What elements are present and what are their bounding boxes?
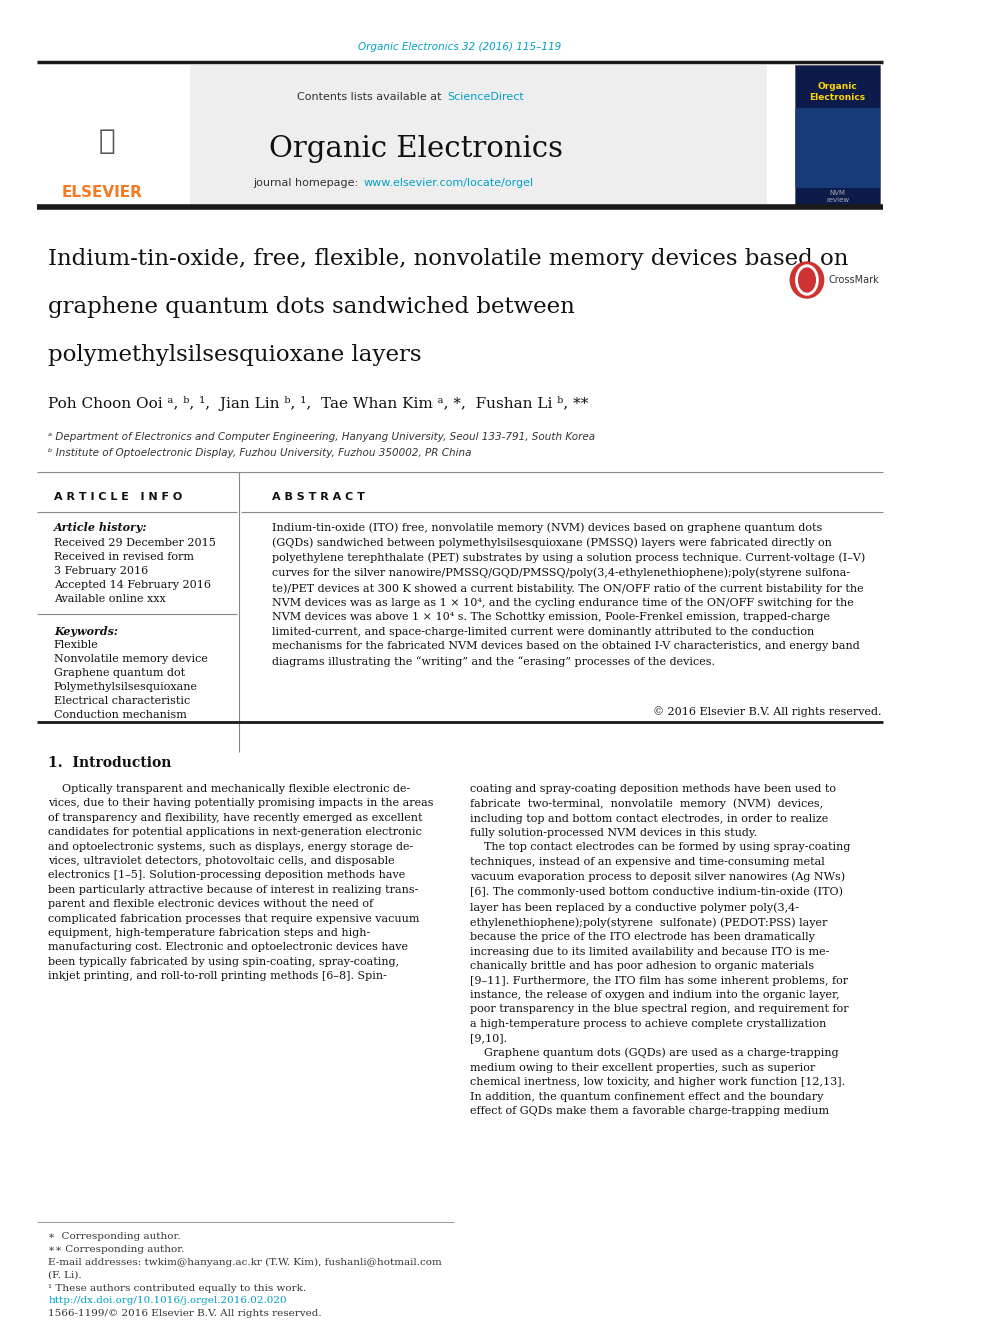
Text: Optically transparent and mechanically flexible electronic de-
vices, due to the: Optically transparent and mechanically f… [49,785,434,982]
Text: 1566-1199/© 2016 Elsevier B.V. All rights reserved.: 1566-1199/© 2016 Elsevier B.V. All right… [49,1308,321,1318]
Text: coating and spray-coating deposition methods have been used to
fabricate  two-te: coating and spray-coating deposition met… [470,785,851,1117]
Text: polymethylsilsesquioxane layers: polymethylsilsesquioxane layers [49,344,422,366]
Text: Accepted 14 February 2016: Accepted 14 February 2016 [54,579,210,590]
Text: Contents lists available at: Contents lists available at [298,93,445,102]
Text: Available online xxx: Available online xxx [54,594,166,605]
Text: Received 29 December 2015: Received 29 December 2015 [54,538,215,548]
Text: Article history:: Article history: [54,523,147,533]
Text: graphene quantum dots sandwiched between: graphene quantum dots sandwiched between [49,296,575,318]
Text: Polymethylsilsesquioxane: Polymethylsilsesquioxane [54,681,197,692]
Text: Electrical characteristic: Electrical characteristic [54,696,190,706]
Text: ∗  Corresponding author.: ∗ Corresponding author. [49,1232,181,1241]
Text: journal homepage:: journal homepage: [253,179,362,188]
Text: 🌳: 🌳 [98,127,115,155]
Text: ELSEVIER: ELSEVIER [62,185,143,200]
Text: ᵃ Department of Electronics and Computer Engineering, Hanyang University, Seoul : ᵃ Department of Electronics and Computer… [49,433,595,442]
Circle shape [791,262,823,298]
Text: A B S T R A C T: A B S T R A C T [272,492,365,501]
Text: Organic Electronics 32 (2016) 115–119: Organic Electronics 32 (2016) 115–119 [358,42,561,52]
Text: Nonvolatile memory device: Nonvolatile memory device [54,654,207,664]
Text: NVM
review: NVM review [826,191,849,202]
Text: ScienceDirect: ScienceDirect [447,93,524,102]
Text: Flexible: Flexible [54,640,98,650]
Text: ¹ These authors contributed equally to this work.: ¹ These authors contributed equally to t… [49,1285,307,1293]
Text: CrossMark: CrossMark [828,275,879,284]
Ellipse shape [796,265,818,295]
Text: Keywords:: Keywords: [54,626,118,636]
Text: © 2016 Elsevier B.V. All rights reserved.: © 2016 Elsevier B.V. All rights reserved… [653,706,881,717]
Bar [795,65,880,205]
Text: 3 February 2016: 3 February 2016 [54,566,148,576]
Ellipse shape [799,269,815,292]
Text: Organic Electronics: Organic Electronics [270,135,563,163]
Text: (F. Li).: (F. Li). [49,1271,82,1279]
Text: Received in revised form: Received in revised form [54,552,193,562]
Text: Organic
Electronics: Organic Electronics [809,82,866,102]
Text: http://dx.doi.org/10.1016/j.orgel.2016.02.020: http://dx.doi.org/10.1016/j.orgel.2016.0… [49,1297,287,1304]
Text: www.elsevier.com/locate/orgel: www.elsevier.com/locate/orgel [364,179,534,188]
Text: Indium-tin-oxide (ITO) free, nonvolatile memory (NVM) devices based on graphene : Indium-tin-oxide (ITO) free, nonvolatile… [272,523,865,667]
Bar [64,65,190,205]
Text: Conduction mechanism: Conduction mechanism [54,710,186,720]
Text: E-mail addresses: twkim@hanyang.ac.kr (T.W. Kim), fushanli@hotmail.com: E-mail addresses: twkim@hanyang.ac.kr (T… [49,1258,442,1267]
Bar [64,65,767,205]
Text: Graphene quantum dot: Graphene quantum dot [54,668,185,677]
Text: ᵇ Institute of Optoelectronic Display, Fuzhou University, Fuzhou 350002, PR Chin: ᵇ Institute of Optoelectronic Display, F… [49,448,472,458]
Text: A R T I C L E   I N F O: A R T I C L E I N F O [54,492,183,501]
Text: Indium-tin-oxide, free, flexible, nonvolatile memory devices based on: Indium-tin-oxide, free, flexible, nonvol… [49,247,848,270]
Text: ∗∗ Corresponding author.: ∗∗ Corresponding author. [49,1245,185,1254]
Bar [795,108,880,188]
Text: Poh Choon Ooi ᵃ, ᵇ, ¹,  Jian Lin ᵇ, ¹,  Tae Whan Kim ᵃ, *,  Fushan Li ᵇ, **: Poh Choon Ooi ᵃ, ᵇ, ¹, Jian Lin ᵇ, ¹, Ta… [49,396,588,411]
Text: 1.  Introduction: 1. Introduction [49,755,172,770]
